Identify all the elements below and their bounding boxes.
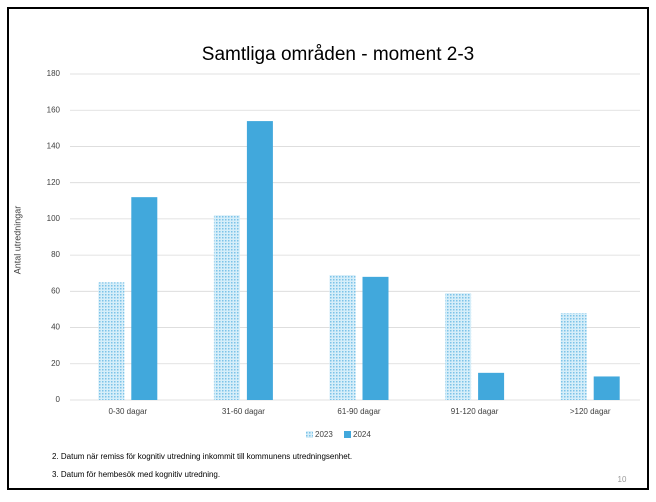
legend-label: 2024 — [353, 430, 371, 439]
x-tick-label: 31-60 dagar — [222, 407, 265, 416]
bar — [246, 121, 273, 400]
y-tick-label: 120 — [47, 178, 61, 187]
legend-label: 2023 — [315, 430, 333, 439]
bar — [593, 376, 620, 400]
chart-title: Samtliga områden - moment 2-3 — [202, 44, 474, 65]
y-tick-label: 60 — [51, 286, 60, 295]
y-tick-label: 20 — [51, 359, 60, 368]
y-tick-label: 180 — [47, 69, 61, 78]
legend-swatch — [344, 431, 351, 438]
x-tick-label: 0-30 dagar — [108, 407, 147, 416]
x-tick-label: 61-90 dagar — [337, 407, 380, 416]
y-tick-label: 0 — [56, 395, 61, 404]
y-tick-label: 80 — [51, 250, 60, 259]
x-tick-label: >120 dagar — [570, 407, 611, 416]
y-tick-label: 100 — [47, 214, 61, 223]
y-tick-label: 40 — [51, 323, 60, 332]
legend-swatch — [306, 431, 313, 438]
bar — [329, 275, 356, 400]
bar — [131, 197, 158, 400]
bar — [560, 313, 587, 400]
y-axis-label: Antal utredningar — [12, 206, 22, 275]
bar — [478, 372, 505, 400]
footnote: 3. Datum för hembesök med kognitiv utred… — [52, 470, 220, 479]
bar — [445, 293, 472, 400]
x-tick-label: 91-120 dagar — [451, 407, 499, 416]
bar — [98, 282, 125, 400]
bar — [362, 276, 389, 400]
footnote: 2. Datum när remiss för kognitiv utredni… — [52, 452, 352, 461]
bar — [213, 215, 240, 400]
y-tick-label: 140 — [47, 142, 61, 151]
page-number: 10 — [618, 475, 627, 484]
slide-frame — [7, 7, 649, 490]
y-tick-label: 160 — [47, 105, 61, 114]
